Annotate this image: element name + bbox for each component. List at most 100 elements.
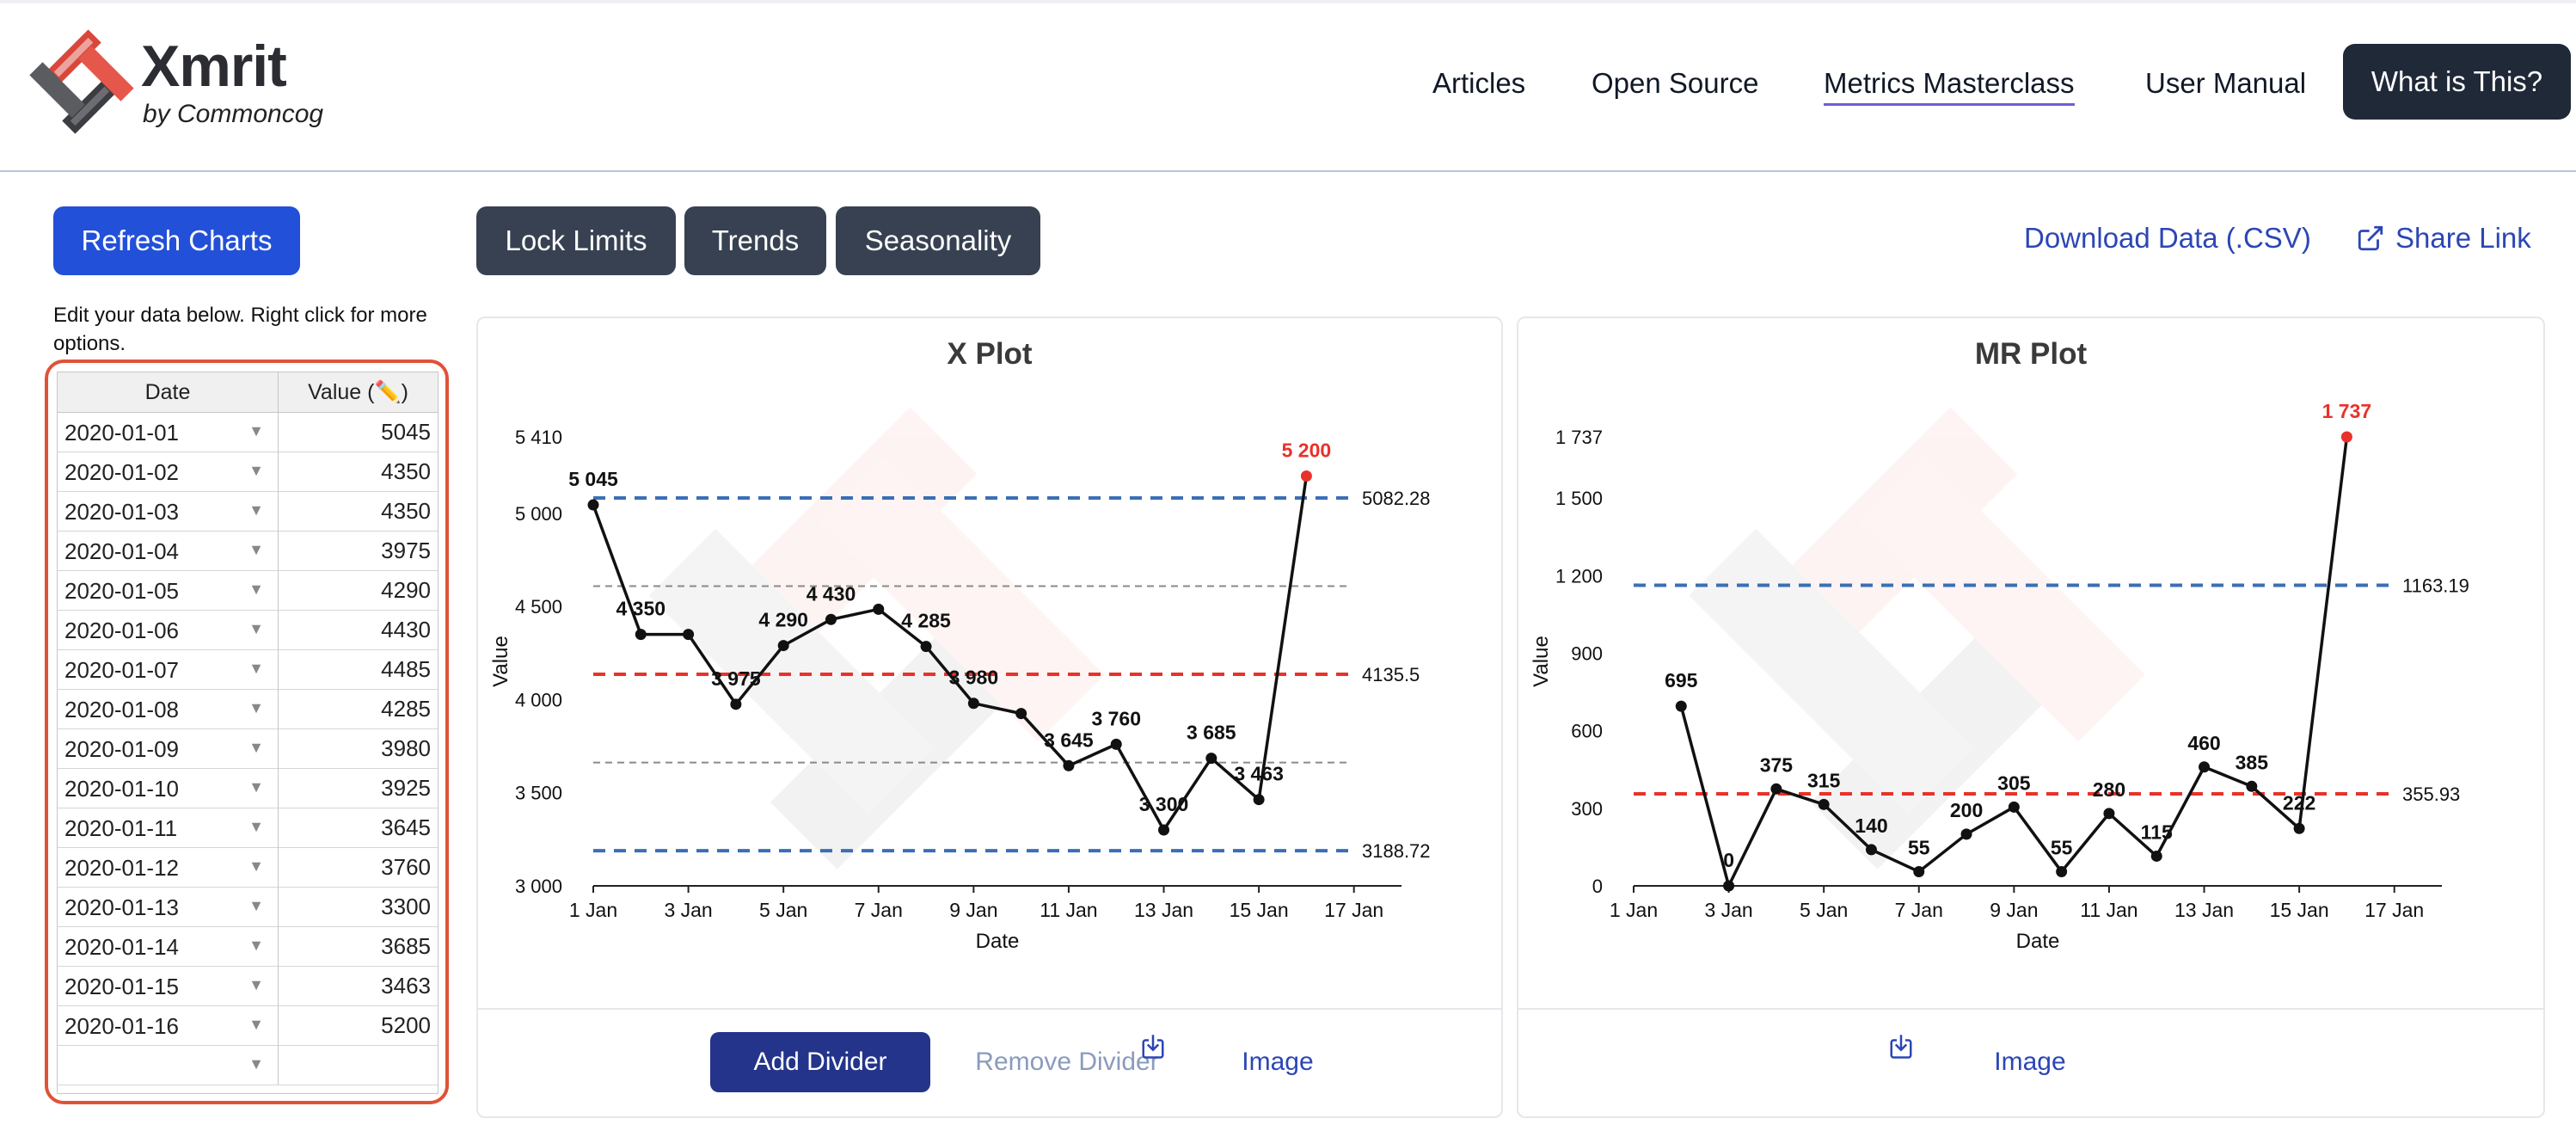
data-point[interactable] [967,698,979,710]
date-cell[interactable]: 2020-01-09 ▼ [58,728,279,768]
table-row[interactable]: 2020-01-02 ▼ 4350 [58,452,438,492]
data-point[interactable] [873,603,885,615]
mr-plot-image-button[interactable]: Image [1888,1032,2172,1092]
column-header-value[interactable]: Value (✏️) [279,372,438,413]
share-link[interactable]: Share Link [2356,222,2531,255]
value-cell[interactable]: 3685 [381,933,431,959]
dropdown-arrow-icon[interactable]: ▼ [248,778,264,796]
data-point[interactable] [683,629,695,641]
date-cell[interactable]: 2020-01-14 ▼ [58,926,279,966]
dropdown-arrow-icon[interactable]: ▼ [248,660,264,677]
date-cell[interactable]: 2020-01-04 ▼ [58,531,279,570]
download-csv-link[interactable]: Download Data (.CSV) [2024,222,2311,254]
dropdown-arrow-icon[interactable]: ▼ [248,937,264,954]
data-point[interactable] [1960,828,1972,840]
date-cell[interactable]: 2020-01-15 ▼ [58,966,279,1005]
table-row[interactable]: 2020-01-11 ▼ 3645 [58,808,438,848]
data-point[interactable] [1063,759,1075,771]
value-cell[interactable]: 4430 [381,617,431,642]
nav-user-manual[interactable]: User Manual [2145,67,2307,99]
data-point[interactable] [1770,783,1782,795]
nav-open-source[interactable]: Open Source [1592,67,1759,99]
table-row[interactable]: 2020-01-13 ▼ 3300 [58,887,438,927]
value-cell[interactable]: 5045 [381,419,431,445]
dropdown-arrow-icon[interactable]: ▼ [248,501,264,519]
data-point[interactable] [1015,708,1027,720]
outlier-point[interactable] [2340,431,2352,443]
value-cell[interactable]: 4285 [381,696,431,722]
value-cell[interactable]: 4290 [381,577,431,603]
date-cell[interactable]: 2020-01-10 ▼ [58,768,279,808]
table-row[interactable]: 2020-01-15 ▼ 3463 [58,966,438,1006]
date-cell[interactable]: ▼ [58,1045,279,1085]
data-point[interactable] [1818,798,1830,810]
dropdown-arrow-icon[interactable]: ▼ [248,818,264,835]
xmrit-logo-icon[interactable] [24,24,139,139]
table-row[interactable]: 2020-01-04 ▼ 3975 [58,531,438,571]
date-cell[interactable]: 2020-01-11 ▼ [58,808,279,847]
data-point[interactable] [2293,822,2305,834]
dropdown-arrow-icon[interactable]: ▼ [248,581,264,598]
table-row[interactable]: 2020-01-16 ▼ 5200 [58,1005,438,1046]
data-point[interactable] [2103,808,2115,820]
data-point[interactable] [920,641,932,653]
date-cell[interactable]: 2020-01-02 ▼ [58,452,279,491]
value-cell[interactable]: 4485 [381,656,431,682]
refresh-charts-button[interactable]: Refresh Charts [53,206,300,275]
column-header-date[interactable]: Date [58,372,279,413]
data-point[interactable] [1865,844,1877,856]
value-cell[interactable] [279,1045,431,1085]
table-row[interactable]: 2020-01-14 ▼ 3685 [58,926,438,967]
date-cell[interactable]: 2020-01-13 ▼ [58,887,279,926]
value-cell[interactable]: 3300 [381,894,431,919]
table-row[interactable]: 2020-01-05 ▼ 4290 [58,570,438,611]
value-cell[interactable]: 3975 [381,538,431,563]
table-row[interactable]: 2020-01-07 ▼ 4485 [58,649,438,690]
data-point[interactable] [1913,865,1925,877]
data-point[interactable] [2199,761,2211,773]
add-divider-button[interactable]: Add Divider [710,1032,930,1092]
date-cell[interactable]: 2020-01-06 ▼ [58,610,279,649]
date-cell[interactable]: 2020-01-08 ▼ [58,689,279,728]
table-row[interactable]: 2020-01-12 ▼ 3760 [58,847,438,888]
date-cell[interactable]: 2020-01-01 ▼ [58,412,279,452]
value-cell[interactable]: 5200 [381,1012,431,1038]
trends-button[interactable]: Trends [684,206,826,275]
date-cell[interactable]: 2020-01-16 ▼ [58,1005,279,1045]
date-cell[interactable]: 2020-01-12 ▼ [58,847,279,887]
data-point[interactable] [2246,780,2258,792]
dropdown-arrow-icon[interactable]: ▼ [248,1055,264,1072]
table-row[interactable]: 2020-01-03 ▼ 4350 [58,491,438,532]
value-cell[interactable]: 4350 [381,458,431,484]
data-point[interactable] [1253,794,1265,806]
dropdown-arrow-icon[interactable]: ▼ [248,857,264,875]
dropdown-arrow-icon[interactable]: ▼ [248,739,264,756]
date-cell[interactable]: 2020-01-03 ▼ [58,491,279,531]
seasonality-button[interactable]: Seasonality [836,206,1040,275]
date-cell[interactable]: 2020-01-05 ▼ [58,570,279,610]
table-row[interactable]: ▼ [58,1045,438,1085]
data-point[interactable] [2008,801,2020,813]
dropdown-arrow-icon[interactable]: ▼ [248,897,264,914]
value-cell[interactable]: 3980 [381,735,431,761]
date-cell[interactable]: 2020-01-07 ▼ [58,649,279,689]
data-point[interactable] [1110,738,1122,750]
dropdown-arrow-icon[interactable]: ▼ [248,976,264,993]
dropdown-arrow-icon[interactable]: ▼ [248,1016,264,1033]
table-row[interactable]: 2020-01-09 ▼ 3980 [58,728,438,769]
data-point[interactable] [825,613,837,625]
value-cell[interactable]: 3463 [381,973,431,999]
lock-limits-button[interactable]: Lock Limits [476,206,676,275]
outlier-point[interactable] [1300,470,1312,482]
table-row[interactable]: 2020-01-10 ▼ 3925 [58,768,438,808]
data-point[interactable] [2150,850,2162,862]
data-point[interactable] [1723,880,1735,892]
value-cell[interactable]: 3760 [381,854,431,880]
remove-divider-button[interactable]: Remove Divider [975,1048,1159,1076]
dropdown-arrow-icon[interactable]: ▼ [248,422,264,439]
data-point[interactable] [2056,865,2068,877]
data-point[interactable] [730,698,742,710]
data-point[interactable] [1205,753,1217,765]
data-point[interactable] [1158,824,1170,836]
value-cell[interactable]: 3925 [381,775,431,801]
